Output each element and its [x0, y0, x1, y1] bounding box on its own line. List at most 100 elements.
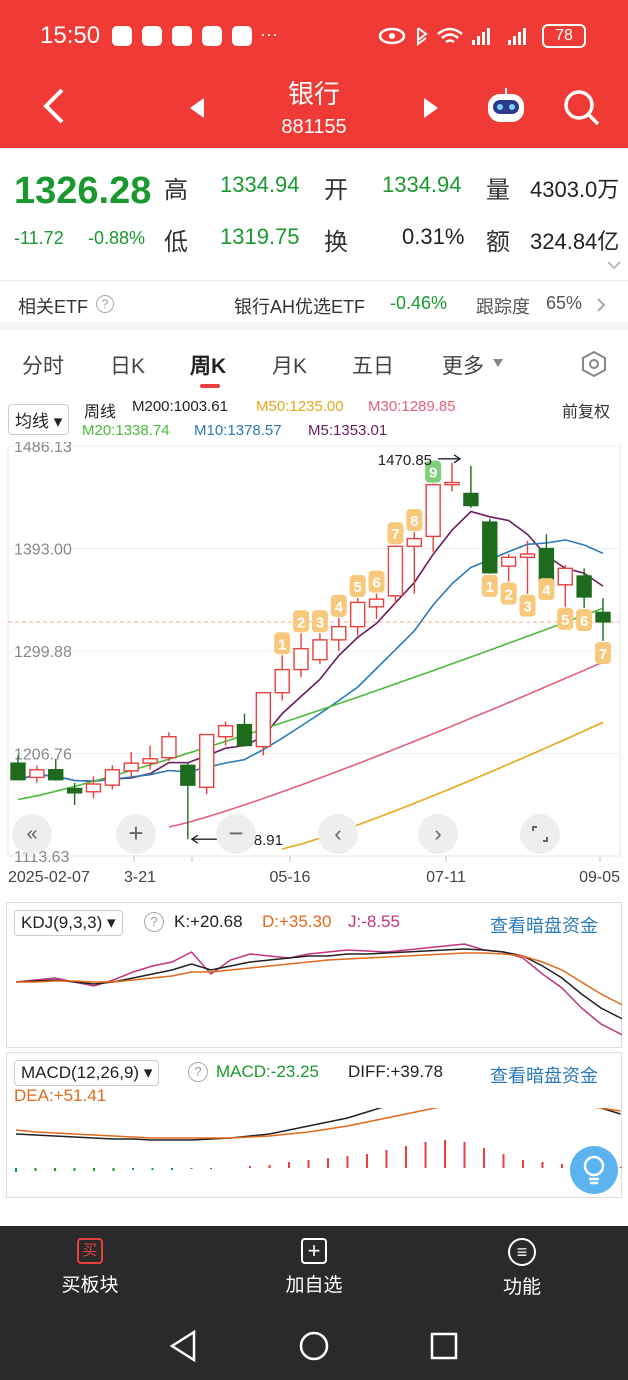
m10-legend: M10:1378.57 [194, 422, 282, 439]
app-notification-icon [232, 26, 252, 46]
kdj-help-icon[interactable]: ? [144, 912, 164, 932]
sequence-number: 8 [410, 513, 418, 530]
robot-assistant-icon[interactable] [484, 86, 528, 126]
bluetooth-icon [417, 27, 428, 46]
expand-icon[interactable] [606, 260, 622, 272]
tracking-value: 65% [546, 293, 583, 313]
adjust-mode[interactable]: 前复权 [562, 404, 611, 421]
sequence-number: 5 [561, 612, 569, 629]
kline-chart[interactable]: 均线 ▾ 周线 M200:1003.61 M50:1235.00 M30:128… [0, 392, 628, 902]
zoom-in-button[interactable]: + [116, 814, 156, 854]
candle-body [368, 598, 385, 608]
menu-icon: ≡ [508, 1238, 536, 1266]
fullscreen-button[interactable] [520, 814, 560, 854]
kdj-dark-pool-link[interactable]: 查看暗盘资金 [490, 916, 598, 936]
sequence-badge [349, 575, 366, 598]
price-change: -11.72 [14, 228, 64, 248]
max-price-label: 1470.85 [378, 452, 432, 469]
macd-help-icon[interactable]: ? [188, 1062, 208, 1082]
open-value: 1334.94 [382, 172, 462, 197]
high-value: 1334.94 [220, 172, 300, 197]
candle-body [142, 758, 158, 764]
period-legend: 周线 [84, 404, 117, 421]
low-label: 低 [164, 229, 188, 256]
volume-label: 量 [486, 177, 510, 204]
help-icon[interactable]: ? [96, 295, 114, 313]
m50-legend: M50:1235.00 [256, 398, 344, 415]
add-watchlist-button[interactable]: + 加自选 [254, 1238, 374, 1297]
candle-body [595, 611, 611, 623]
candle-body [255, 691, 272, 748]
etf-change: -0.46% [390, 293, 448, 313]
turnover-value: 0.31% [402, 224, 465, 249]
ma5-line [17, 510, 604, 783]
sequence-number: 2 [504, 587, 512, 604]
functions-button[interactable]: ≡ 功能 [462, 1238, 582, 1299]
m5-legend: M5:1353.01 [308, 422, 388, 439]
candle-body [48, 769, 64, 781]
zoom-out-button[interactable]: − [216, 814, 256, 854]
settings-icon[interactable] [580, 350, 608, 378]
candle-body [349, 601, 366, 628]
x-tick-label: 05-16 [270, 869, 311, 886]
hint-button[interactable] [570, 1146, 618, 1194]
current-price: 1326.28 [14, 170, 152, 212]
tab-daily-k[interactable]: 日K [110, 355, 146, 378]
candle-body [576, 575, 592, 598]
macd-diff-value: DIFF:+39.78 [348, 1062, 443, 1081]
sequence-badge [519, 594, 536, 617]
pan-left-button[interactable]: ‹ [318, 814, 358, 854]
candle-body [123, 762, 139, 772]
prev-sector-icon[interactable] [188, 96, 206, 120]
candle-body [406, 537, 422, 548]
candle-body [66, 787, 83, 794]
candle-body [500, 556, 517, 567]
search-icon[interactable] [562, 88, 602, 128]
related-etf-row[interactable]: 相关ETF ? 银行AH优选ETF -0.46% 跟踪度 65% [0, 280, 628, 330]
system-nav [169, 1329, 458, 1363]
high-label: 高 [164, 177, 188, 204]
candle-body [29, 769, 45, 779]
tab-more[interactable]: 更多 [442, 355, 484, 378]
tab-five-day[interactable]: 五日 [352, 355, 394, 378]
candle-body [331, 625, 347, 641]
next-sector-icon[interactable] [422, 96, 440, 120]
app-notification-icon [172, 26, 192, 46]
buy-sector-label: 买板块 [61, 1275, 119, 1296]
bottom-bar: 买 买板块 + 加自选 ≡ 功能 [0, 1226, 628, 1380]
ma-selector[interactable]: 均线 ▾ [8, 404, 70, 435]
x-tick-label: 07-11 [426, 869, 466, 886]
candle-body [293, 647, 309, 671]
status-time: 15:50 [40, 22, 101, 49]
macd-plot [15, 1108, 622, 1172]
sequence-badge [425, 460, 442, 483]
tab-intraday[interactable]: 分时 [22, 355, 64, 378]
kdj-k-line [15, 948, 622, 1020]
sequence-number: 6 [580, 613, 588, 630]
m20-legend: M20:1338.74 [82, 422, 170, 439]
tab-monthly-k[interactable]: 月K [272, 355, 308, 378]
turnover-label: 换 [324, 229, 348, 256]
sequence-number: 1 [486, 579, 494, 596]
x-tick-label: 2025-02-07 [8, 869, 90, 886]
zoom-fast-left-button[interactable]: « [12, 814, 52, 854]
pan-right-button[interactable]: › [418, 814, 458, 854]
macd-dark-pool-link[interactable]: 查看暗盘资金 [490, 1066, 598, 1086]
top-header: 银行 881155 [0, 70, 628, 148]
candle-body [199, 733, 215, 789]
macd-selector[interactable]: MACD(12,26,9) ▾ [14, 1060, 160, 1086]
kdj-selector[interactable]: KDJ(9,3,3) ▾ [14, 910, 123, 936]
etf-name[interactable]: 银行AH优选ETF [234, 297, 366, 317]
candle-body [482, 521, 498, 574]
candle-body [519, 553, 536, 559]
sequence-badge [595, 641, 611, 664]
volume-value: 4303.0万 [530, 177, 620, 202]
sequence-number: 4 [542, 582, 551, 599]
tab-weekly-k[interactable]: 周K [190, 355, 227, 378]
candle-body [217, 725, 234, 738]
sequence-badge [538, 578, 555, 601]
buy-sector-button[interactable]: 买 买板块 [30, 1238, 150, 1297]
sequence-number: 3 [316, 614, 324, 631]
back-icon[interactable] [40, 86, 66, 126]
